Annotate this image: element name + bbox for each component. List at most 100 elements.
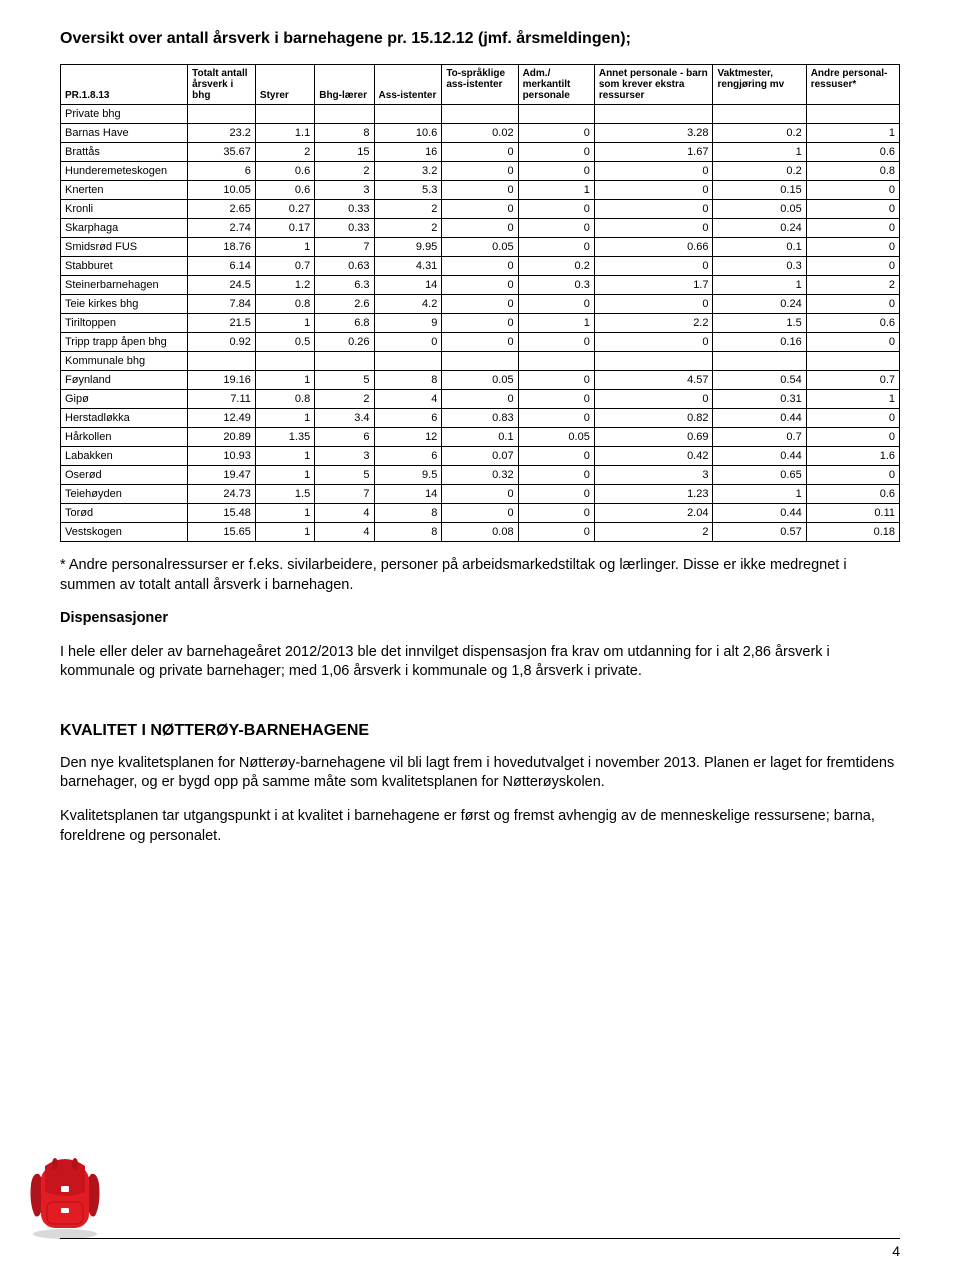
cell-value: 0 (442, 257, 518, 276)
empty-cell (315, 352, 374, 371)
cell-value: 0.24 (713, 219, 806, 238)
cell-value: 6.14 (188, 257, 256, 276)
page-number: 4 (60, 1243, 900, 1259)
cell-value: 0 (442, 200, 518, 219)
cell-value: 0 (518, 143, 594, 162)
table-row: Teie kirkes bhg7.840.82.64.20000.240 (61, 295, 900, 314)
table-header-row: PR.1.8.13 Totalt antall årsverk i bhg St… (61, 65, 900, 105)
cell-value: 1 (518, 314, 594, 333)
cell-value: 20.89 (188, 428, 256, 447)
empty-cell (713, 105, 806, 124)
row-name: Stabburet (61, 257, 188, 276)
quality-paragraph-2: Kvalitetsplanen tar utgangspunkt i at kv… (60, 807, 900, 846)
cell-value: 5 (315, 371, 374, 390)
cell-value: 3.2 (374, 162, 442, 181)
cell-value: 1.1 (255, 124, 314, 143)
cell-value: 6 (188, 162, 256, 181)
cell-value: 2 (315, 162, 374, 181)
row-name: Labakken (61, 447, 188, 466)
cell-value: 7 (315, 238, 374, 257)
cell-value: 35.67 (188, 143, 256, 162)
cell-value: 9.95 (374, 238, 442, 257)
col-header: Bhg-lærer (315, 65, 374, 105)
cell-value: 0 (806, 238, 899, 257)
cell-value: 0 (442, 295, 518, 314)
cell-value: 10.6 (374, 124, 442, 143)
table-section-row: Kommunale bhg (61, 352, 900, 371)
cell-value: 0 (518, 238, 594, 257)
cell-value: 6 (374, 409, 442, 428)
cell-value: 0.1 (442, 428, 518, 447)
col-header: Styrer (255, 65, 314, 105)
cell-value: 1 (255, 314, 314, 333)
cell-value: 1 (806, 124, 899, 143)
cell-value: 1 (713, 485, 806, 504)
empty-cell (518, 352, 594, 371)
cell-value: 0 (594, 295, 713, 314)
cell-value: 1.35 (255, 428, 314, 447)
cell-value: 1 (255, 371, 314, 390)
cell-value: 0.18 (806, 523, 899, 542)
cell-value: 0.33 (315, 200, 374, 219)
cell-value: 2 (315, 390, 374, 409)
cell-value: 0.8 (255, 295, 314, 314)
cell-value: 0.6 (806, 314, 899, 333)
cell-value: 0 (518, 162, 594, 181)
cell-value: 0 (594, 257, 713, 276)
cell-value: 0.26 (315, 333, 374, 352)
cell-value: 0 (806, 333, 899, 352)
cell-value: 0.82 (594, 409, 713, 428)
empty-cell (713, 352, 806, 371)
row-name: Smidsrød FUS (61, 238, 188, 257)
cell-value: 1 (255, 238, 314, 257)
cell-value: 0 (594, 333, 713, 352)
cell-value: 6 (374, 447, 442, 466)
section-label: Kommunale bhg (61, 352, 188, 371)
cell-value: 0 (806, 219, 899, 238)
cell-value: 0 (442, 333, 518, 352)
cell-value: 0.33 (315, 219, 374, 238)
cell-value: 0 (518, 523, 594, 542)
cell-value: 0.17 (255, 219, 314, 238)
col-header: Vaktmester, rengjøring mv (713, 65, 806, 105)
cell-value: 0.6 (806, 485, 899, 504)
cell-value: 0.44 (713, 409, 806, 428)
cell-value: 1.23 (594, 485, 713, 504)
cell-value: 12.49 (188, 409, 256, 428)
footnote-text: * Andre personalressurser er f.eks. sivi… (60, 556, 900, 595)
cell-value: 21.5 (188, 314, 256, 333)
col-header: To-språklige ass-istenter (442, 65, 518, 105)
cell-value: 0.7 (806, 371, 899, 390)
cell-value: 2 (374, 219, 442, 238)
cell-value: 1.7 (594, 276, 713, 295)
cell-value: 0.44 (713, 447, 806, 466)
cell-value: 0.27 (255, 200, 314, 219)
cell-value: 0.15 (713, 181, 806, 200)
row-name: Barnas Have (61, 124, 188, 143)
section-label: Private bhg (61, 105, 188, 124)
cell-value: 0 (442, 181, 518, 200)
table-row: Skarphaga2.740.170.3320000.240 (61, 219, 900, 238)
cell-value: 0 (594, 390, 713, 409)
cell-value: 0 (518, 390, 594, 409)
cell-value: 9 (374, 314, 442, 333)
cell-value: 1.67 (594, 143, 713, 162)
table-row: Stabburet6.140.70.634.3100.200.30 (61, 257, 900, 276)
table-row: Føynland19.161580.0504.570.540.7 (61, 371, 900, 390)
cell-value: 0.65 (713, 466, 806, 485)
cell-value: 0 (594, 181, 713, 200)
cell-value: 4.31 (374, 257, 442, 276)
cell-value: 1.2 (255, 276, 314, 295)
cell-value: 1 (255, 504, 314, 523)
empty-cell (518, 105, 594, 124)
row-name: Gipø (61, 390, 188, 409)
cell-value: 1 (806, 390, 899, 409)
table-row: Herstadløkka12.4913.460.8300.820.440 (61, 409, 900, 428)
cell-value: 0 (442, 390, 518, 409)
cell-value: 1 (255, 447, 314, 466)
cell-value: 24.73 (188, 485, 256, 504)
cell-value: 8 (374, 371, 442, 390)
empty-cell (594, 105, 713, 124)
quality-heading: KVALITET I NØTTERØY-BARNEHAGENE (60, 722, 900, 740)
cell-value: 0.6 (255, 181, 314, 200)
